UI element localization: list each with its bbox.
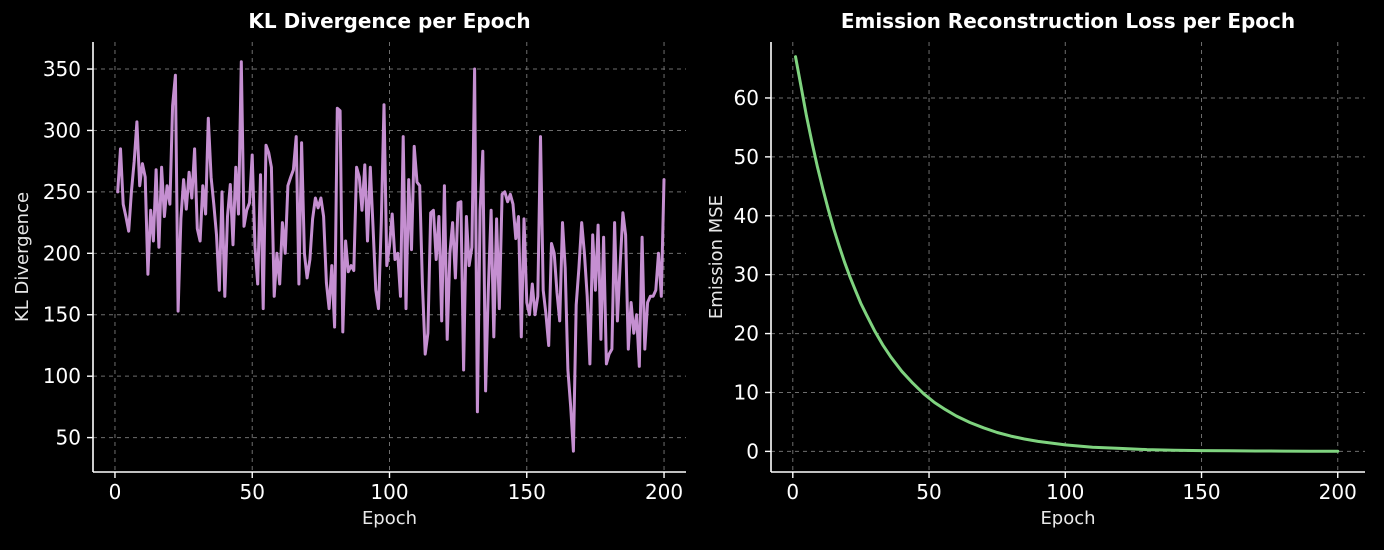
x-axis-label: Epoch [1040,508,1095,529]
emission-mse-chart: 0 50 100 150 200 0 10 20 30 40 50 60 Emission Recons… [706,9,1365,529]
x-tick-label: 200 [1319,480,1357,504]
y-tick-label: 250 [43,180,81,204]
y-tick-label: 50 [734,145,759,169]
y-axis-label: Emission MSE [706,195,727,319]
x-tick-label: 200 [645,480,683,504]
x-tick-label: 50 [916,480,941,504]
x-axis-label: Epoch [362,508,417,529]
y-tick-label: 300 [43,118,81,142]
kl-divergence-chart: 0 50 100 150 200 50 100 150 200 250 300 350 KL Diver… [12,9,686,529]
y-tick-label: 100 [43,364,81,388]
y-tick-label: 0 [746,439,759,463]
x-tick-label: 100 [1046,480,1084,504]
y-axis-label: KL Divergence [12,192,33,322]
series-line [794,55,1340,453]
x-tick-label: 150 [508,480,546,504]
y-tick-label: 150 [43,303,81,327]
chart-title: KL Divergence per Epoch [248,9,530,33]
y-tick-label: 60 [734,86,759,110]
x-tick-label: 0 [109,480,122,504]
x-tick-label: 0 [786,480,799,504]
x-tick-label: 150 [1182,480,1220,504]
x-tick-label: 100 [370,480,408,504]
chart-title: Emission Reconstruction Loss per Epoch [841,9,1295,33]
y-tick-label: 10 [734,380,759,404]
y-tick-label: 350 [43,57,81,81]
y-tick-label: 40 [734,204,759,228]
x-tick-label: 50 [240,480,265,504]
y-tick-label: 50 [56,426,81,450]
y-tick-label: 200 [43,241,81,265]
series-line [116,60,666,453]
y-tick-label: 20 [734,322,759,346]
y-tick-label: 30 [734,263,759,287]
